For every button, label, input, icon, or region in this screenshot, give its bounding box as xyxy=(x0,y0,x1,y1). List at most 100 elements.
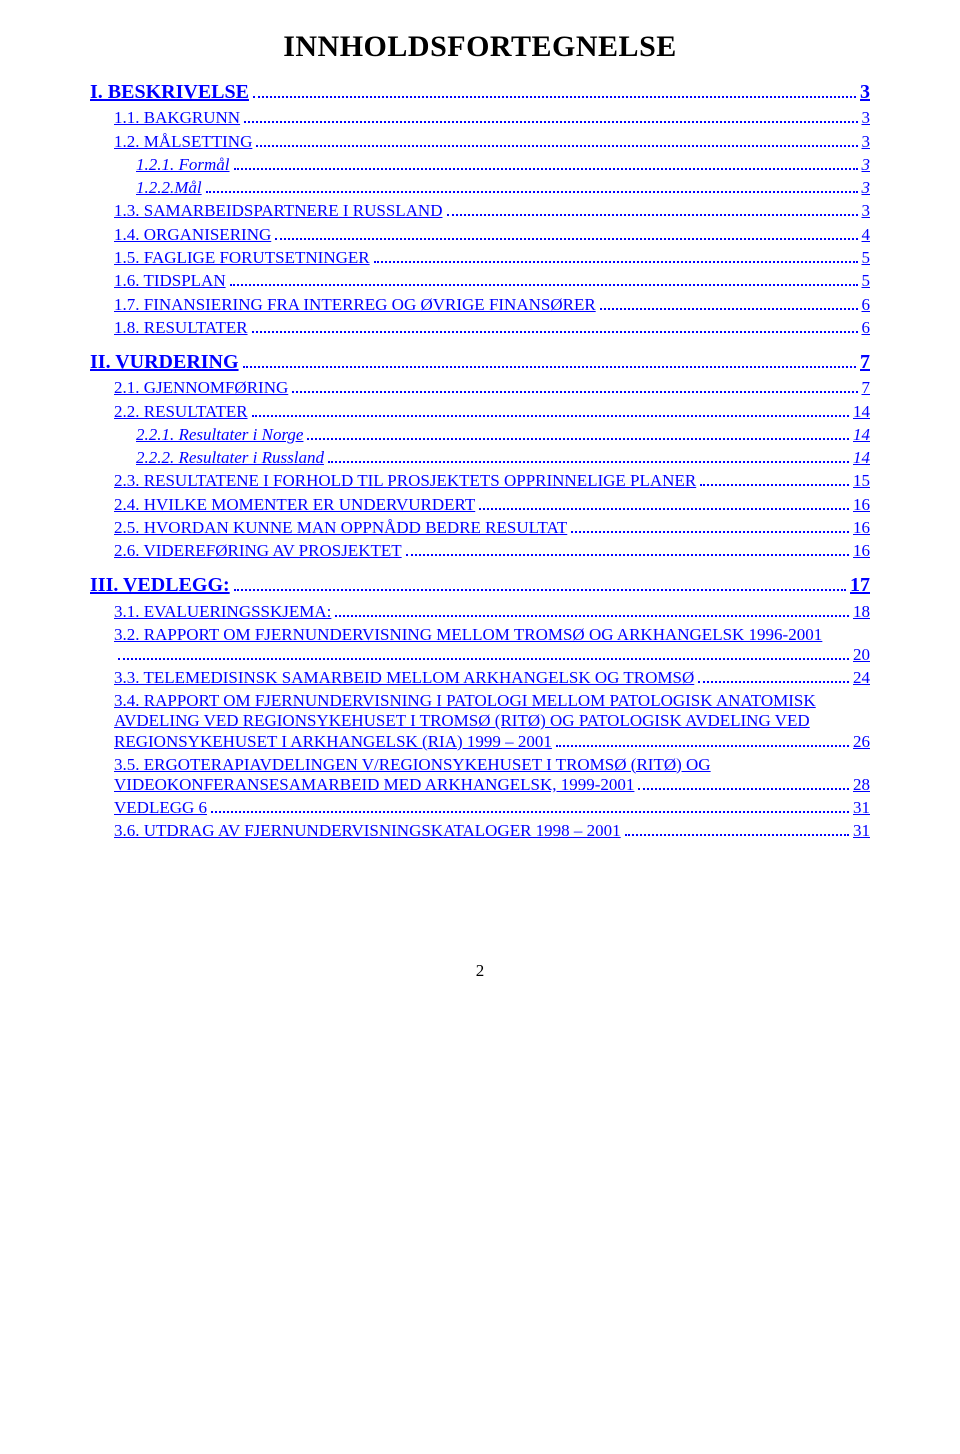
toc-leader xyxy=(335,601,849,616)
toc-item-organisering[interactable]: 1.4. ORGANISERING 4 xyxy=(90,224,870,244)
toc-leader xyxy=(253,80,856,98)
toc-page: 3 xyxy=(862,178,871,198)
toc-item-resultater-2-2[interactable]: 2.2. RESULTATER 14 xyxy=(90,401,870,421)
toc-leader xyxy=(374,248,858,263)
toc-label: 1.2.1. Formål xyxy=(136,155,230,175)
toc-section-vurdering[interactable]: II. VURDERING 7 xyxy=(90,350,870,374)
toc-leader xyxy=(600,294,858,309)
toc-item-mal[interactable]: 1.2.2.Mål 3 xyxy=(90,178,870,198)
toc-page: 14 xyxy=(853,448,870,468)
toc-leader xyxy=(447,201,858,216)
page-number: 2 xyxy=(90,961,870,981)
toc-page: 26 xyxy=(853,732,870,752)
toc-label: 2.1. GJENNOMFØRING xyxy=(114,378,288,398)
toc-item-tidsplan[interactable]: 1.6. TIDSPLAN 5 xyxy=(90,271,870,291)
toc-label: 1.6. TIDSPLAN xyxy=(114,271,226,291)
toc-page: 3 xyxy=(862,155,871,175)
toc-leader xyxy=(243,350,856,368)
toc-page: 18 xyxy=(853,602,870,622)
toc-leader xyxy=(252,318,858,333)
toc-leader xyxy=(252,401,849,416)
toc-leader xyxy=(211,798,849,813)
toc-leader xyxy=(206,178,858,193)
toc-item-hvordan-kunne[interactable]: 2.5. HVORDAN KUNNE MAN OPPNÅDD BEDRE RES… xyxy=(90,518,870,538)
toc-label: 1.4. ORGANISERING xyxy=(114,225,271,245)
toc-item-bakgrunn[interactable]: 1.1. BAKGRUNN 3 xyxy=(90,108,870,128)
toc-item-samarbeidspartnere[interactable]: 1.3. SAMARBEIDSPARTNERE I RUSSLAND 3 xyxy=(90,201,870,221)
toc-item-rapport-fjernundervisning-1996[interactable]: 3.2. RAPPORT OM FJERNUNDERVISNING MELLOM… xyxy=(90,625,870,665)
toc-page: 3 xyxy=(862,201,871,221)
toc-title: INNHOLDSFORTEGNELSE xyxy=(90,30,870,64)
toc-leader xyxy=(700,471,849,486)
toc-page: 16 xyxy=(853,541,870,561)
toc-item-telemedisinsk[interactable]: 3.3. TELEMEDISINSK SAMARBEID MELLOM ARKH… xyxy=(90,668,870,688)
toc-item-videreforing[interactable]: 2.6. VIDEREFØRING AV PROSJEKTET 16 xyxy=(90,541,870,561)
toc-label: 2.5. HVORDAN KUNNE MAN OPPNÅDD BEDRE RES… xyxy=(114,518,567,538)
toc-page: 14 xyxy=(853,425,870,445)
toc-leader xyxy=(571,518,849,533)
toc-leader xyxy=(556,731,849,746)
toc-leader xyxy=(234,155,858,170)
toc-page: 16 xyxy=(853,518,870,538)
toc-item-faglige-forutsetninger[interactable]: 1.5. FAGLIGE FORUTSETNINGER 5 xyxy=(90,248,870,268)
toc-label-last: REGIONSYKEHUSET I ARKHANGELSK (RIA) 1999… xyxy=(114,732,552,752)
toc-label: II. VURDERING xyxy=(90,351,239,374)
toc-item-hvilke-momenter[interactable]: 2.4. HVILKE MOMENTER ER UNDERVURDERT 16 xyxy=(90,494,870,514)
toc-leader xyxy=(230,271,858,286)
toc-label: 3.6. UTDRAG AV FJERNUNDERVISNINGSKATALOG… xyxy=(114,821,621,841)
toc-label: 1.2.2.Mål xyxy=(136,178,202,198)
toc-page: 15 xyxy=(853,471,870,491)
toc-leader xyxy=(234,573,846,591)
toc-page: 5 xyxy=(862,248,871,268)
toc-page: 14 xyxy=(853,402,870,422)
toc-page: 24 xyxy=(853,668,870,688)
toc-page: 6 xyxy=(862,318,871,338)
toc-label: 2.6. VIDEREFØRING AV PROSJEKTET xyxy=(114,541,402,561)
toc-item-resultater-norge[interactable]: 2.2.1. Resultater i Norge 14 xyxy=(90,425,870,445)
toc-leader xyxy=(256,131,857,146)
toc-section-vedlegg[interactable]: III. VEDLEGG: 17 xyxy=(90,573,870,597)
toc-item-rapport-patologi[interactable]: 3.4. RAPPORT OM FJERNUNDERVISNING I PATO… xyxy=(90,691,870,751)
toc-label-line1: 3.5. ERGOTERAPIAVDELINGEN V/REGIONSYKEHU… xyxy=(114,755,870,775)
toc-label: 1.8. RESULTATER xyxy=(114,318,248,338)
toc-page: 5 xyxy=(862,271,871,291)
toc-label: 3.1. EVALUERINGSSKJEMA: xyxy=(114,602,331,622)
toc-label: 2.2.1. Resultater i Norge xyxy=(136,425,303,445)
toc-item-resultatene-forhod[interactable]: 2.3. RESULTATENE I FORHOLD TIL PROSJEKTE… xyxy=(90,471,870,491)
toc-item-resultater-russland[interactable]: 2.2.2. Resultater i Russland 14 xyxy=(90,448,870,468)
toc-leader xyxy=(406,541,849,556)
toc-label: VEDLEGG 6 xyxy=(114,798,207,818)
toc-page: 4 xyxy=(862,225,871,245)
toc-item-finansiering[interactable]: 1.7. FINANSIERING FRA INTERREG OG ØVRIGE… xyxy=(90,294,870,314)
toc-item-ergoterapi[interactable]: 3.5. ERGOTERAPIAVDELINGEN V/REGIONSYKEHU… xyxy=(90,755,870,795)
toc-page: 7 xyxy=(862,378,871,398)
toc-item-malsetting[interactable]: 1.2. MÅLSETTING 3 xyxy=(90,131,870,151)
toc-item-resultater-1-8[interactable]: 1.8. RESULTATER 6 xyxy=(90,318,870,338)
toc-item-utdrag-kataloger[interactable]: 3.6. UTDRAG AV FJERNUNDERVISNINGSKATALOG… xyxy=(90,821,870,841)
toc-leader xyxy=(479,494,849,509)
toc-label: 2.4. HVILKE MOMENTER ER UNDERVURDERT xyxy=(114,495,475,515)
toc-label: 1.5. FAGLIGE FORUTSETNINGER xyxy=(114,248,370,268)
toc-label: 1.7. FINANSIERING FRA INTERREG OG ØVRIGE… xyxy=(114,295,596,315)
toc-label: 1.1. BAKGRUNN xyxy=(114,108,240,128)
toc-label: 2.2.2. Resultater i Russland xyxy=(136,448,324,468)
toc-label: 2.3. RESULTATENE I FORHOLD TIL PROSJEKTE… xyxy=(114,471,696,491)
toc-label-last: VIDEOKONFERANSESAMARBEID MED ARKHANGELSK… xyxy=(114,775,634,795)
toc-section-beskrivelse[interactable]: I. BESKRIVELSE 3 xyxy=(90,80,870,104)
toc-leader xyxy=(328,448,849,463)
toc-item-formal[interactable]: 1.2.1. Formål 3 xyxy=(90,155,870,175)
toc-label-line1: 3.2. RAPPORT OM FJERNUNDERVISNING MELLOM… xyxy=(114,625,870,645)
toc-page: 3 xyxy=(862,132,871,152)
toc-page: 16 xyxy=(853,495,870,515)
toc-leader xyxy=(638,775,849,790)
toc-item-evalueringsskjema[interactable]: 3.1. EVALUERINGSSKJEMA: 18 xyxy=(90,601,870,621)
toc-leader xyxy=(118,645,849,660)
toc-item-gjennomforing[interactable]: 2.1. GJENNOMFØRING 7 xyxy=(90,378,870,398)
toc-leader xyxy=(698,668,849,683)
toc-item-vedlegg-6[interactable]: VEDLEGG 6 31 xyxy=(90,798,870,818)
toc-label: 1.2. MÅLSETTING xyxy=(114,132,252,152)
toc-label-line2: AVDELING VED REGIONSYKEHUSET I TROMSØ (R… xyxy=(114,711,870,731)
toc-label-line1: 3.4. RAPPORT OM FJERNUNDERVISNING I PATO… xyxy=(114,691,870,711)
toc-leader xyxy=(292,378,857,393)
toc-leader xyxy=(625,821,849,836)
